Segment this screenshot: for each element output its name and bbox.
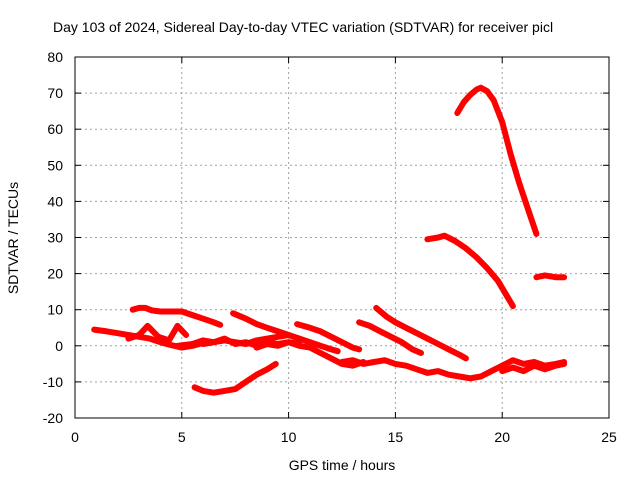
series-arc-8 (253, 339, 303, 351)
x-tick-label: 25 (601, 429, 617, 445)
x-tick-label: 10 (281, 429, 297, 445)
y-axis-label: SDTVAR / TECUs (5, 182, 21, 294)
y-tick-label: 80 (47, 49, 63, 65)
series-arc-13 (499, 360, 568, 375)
data-series (91, 84, 568, 396)
y-tick-label: 30 (47, 230, 63, 246)
series-arc-12 (373, 304, 469, 362)
series-arc-14 (424, 232, 516, 310)
x-tick-label: 20 (494, 429, 510, 445)
y-tick-labels: -20 -10 0 10 20 30 40 50 60 70 80 (43, 49, 63, 426)
y-tick-label: -10 (43, 374, 63, 390)
axis-ticks (74, 56, 610, 419)
y-tick-label: -20 (43, 410, 63, 426)
x-tick-labels: 0 5 10 15 20 25 (71, 429, 617, 445)
chart-title: Day 103 of 2024, Sidereal Day-to-day VTE… (53, 19, 553, 35)
y-tick-label: 10 (47, 302, 63, 318)
series-arc-15 (454, 84, 540, 237)
grid-lines (75, 57, 609, 418)
y-tick-label: 70 (47, 85, 63, 101)
y-tick-label: 0 (55, 338, 63, 354)
x-tick-label: 5 (178, 429, 186, 445)
series-arc-16 (533, 272, 568, 281)
series-arc-7 (230, 310, 341, 355)
series-arc-10 (339, 357, 568, 382)
y-tick-label: 40 (47, 193, 63, 209)
y-tick-label: 20 (47, 266, 63, 282)
series-arc-2 (129, 304, 224, 328)
y-tick-label: 50 (47, 157, 63, 173)
x-tick-label: 0 (71, 429, 79, 445)
x-axis-label: GPS time / hours (289, 457, 396, 473)
y-tick-label: 60 (47, 121, 63, 137)
series-arc-11 (356, 319, 424, 356)
series-arc-9 (294, 321, 363, 353)
series-arc-3 (125, 322, 190, 344)
series-arc-6 (191, 360, 279, 396)
series-arc-5 (200, 332, 292, 347)
x-tick-label: 15 (388, 429, 404, 445)
